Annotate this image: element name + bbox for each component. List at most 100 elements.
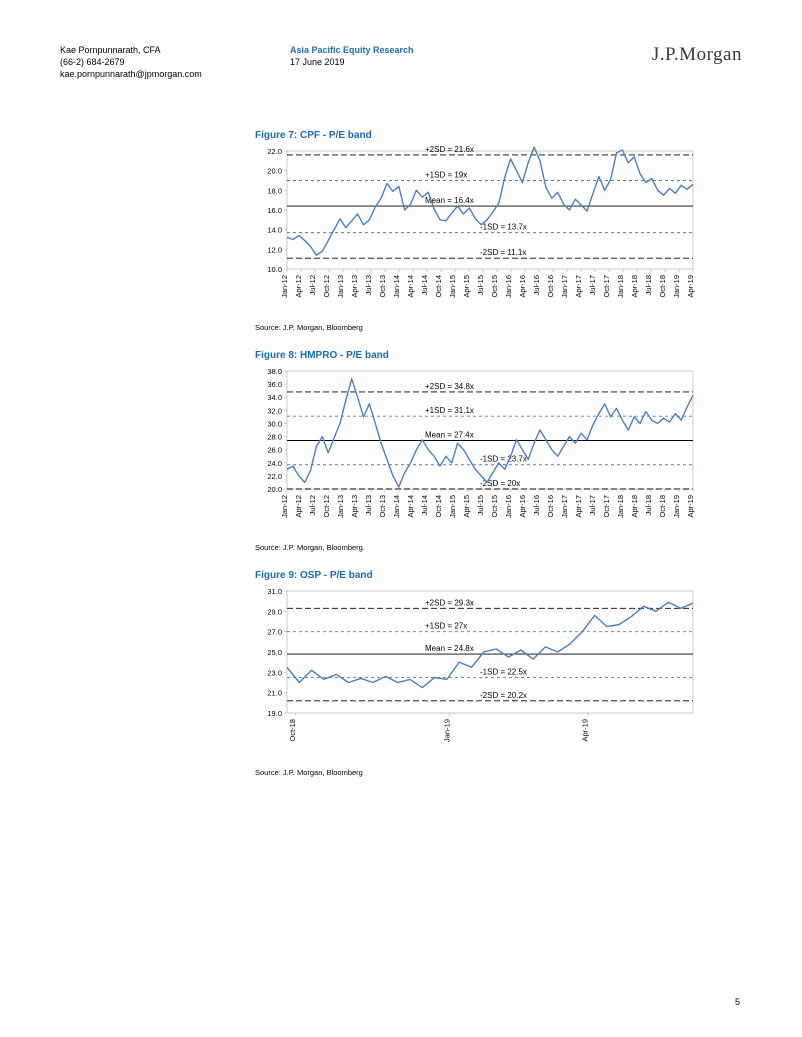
svg-text:Jul-12: Jul-12 <box>308 275 317 295</box>
figure-8: Figure 8: HMPRO - P/E band 20.022.024.02… <box>255 350 700 552</box>
department-block: Asia Pacific Equity Research 17 June 201… <box>290 44 414 68</box>
svg-text:Jan-15: Jan-15 <box>448 275 457 298</box>
svg-text:Jan-15: Jan-15 <box>448 495 457 518</box>
svg-text:26.0: 26.0 <box>267 446 282 455</box>
chart-source: Source: J.P. Morgan, Bloomberg <box>255 768 700 777</box>
svg-text:Apr-12: Apr-12 <box>294 495 303 518</box>
svg-text:16.0: 16.0 <box>267 206 282 215</box>
svg-text:Jan-14: Jan-14 <box>392 495 401 518</box>
svg-text:20.0: 20.0 <box>267 167 282 176</box>
author-block: Kae Pornpunnarath, CFA (66-2) 684-2679 k… <box>60 44 202 80</box>
svg-text:Apr-18: Apr-18 <box>630 275 639 298</box>
svg-text:Apr-13: Apr-13 <box>350 495 359 518</box>
svg-text:Oct-14: Oct-14 <box>434 275 443 298</box>
svg-text:Oct-15: Oct-15 <box>490 275 499 298</box>
svg-text:22.0: 22.0 <box>267 472 282 481</box>
svg-text:+2SD = 21.6x: +2SD = 21.6x <box>425 145 474 154</box>
svg-text:Oct-12: Oct-12 <box>322 275 331 298</box>
svg-text:Jan-18: Jan-18 <box>616 275 625 298</box>
figure-9: Figure 9: OSP - P/E band 19.021.023.025.… <box>255 570 700 777</box>
svg-text:34.0: 34.0 <box>267 394 282 403</box>
svg-text:12.0: 12.0 <box>267 246 282 255</box>
chart-source: Source: J.P. Morgan, Bloomberg. <box>255 543 700 552</box>
svg-text:Oct-14: Oct-14 <box>434 495 443 518</box>
svg-text:14.0: 14.0 <box>267 226 282 235</box>
svg-text:Apr-14: Apr-14 <box>406 495 415 518</box>
svg-text:36.0: 36.0 <box>267 381 282 390</box>
chart-source: Source: J.P. Morgan, Bloomberg <box>255 323 700 332</box>
svg-text:Apr-12: Apr-12 <box>294 275 303 298</box>
svg-text:Jan-18: Jan-18 <box>616 495 625 518</box>
svg-text:Mean = 24.8x: Mean = 24.8x <box>425 644 474 653</box>
svg-text:Jul-16: Jul-16 <box>532 275 541 295</box>
svg-text:Jul-13: Jul-13 <box>364 495 373 515</box>
svg-text:25.0: 25.0 <box>267 648 282 657</box>
svg-text:20.0: 20.0 <box>267 485 282 494</box>
svg-text:Jan-13: Jan-13 <box>336 275 345 298</box>
figure-title: Figure 7: CPF - P/E band <box>255 130 700 141</box>
page-number: 5 <box>735 997 740 1007</box>
svg-text:Apr-15: Apr-15 <box>462 495 471 518</box>
svg-text:-2SD = 20.2x: -2SD = 20.2x <box>480 691 527 700</box>
chart: 10.012.014.016.018.020.022.0+2SD = 21.6x… <box>255 145 700 320</box>
svg-text:Jul-13: Jul-13 <box>364 275 373 295</box>
author-email: kae.pornpunnarath@jpmorgan.com <box>60 68 202 80</box>
svg-text:Oct-13: Oct-13 <box>378 275 387 298</box>
svg-text:Oct-16: Oct-16 <box>546 275 555 298</box>
svg-text:Jul-17: Jul-17 <box>588 495 597 515</box>
svg-text:Jul-18: Jul-18 <box>644 495 653 515</box>
author-phone: (66-2) 684-2679 <box>60 56 202 68</box>
svg-text:38.0: 38.0 <box>267 367 282 376</box>
svg-text:-1SD = 22.5x: -1SD = 22.5x <box>480 668 527 677</box>
svg-text:Jul-15: Jul-15 <box>476 275 485 295</box>
svg-text:+1SD = 27x: +1SD = 27x <box>425 622 467 631</box>
svg-text:Jul-12: Jul-12 <box>308 495 317 515</box>
svg-text:Apr-18: Apr-18 <box>630 495 639 518</box>
svg-text:Jan-19: Jan-19 <box>672 495 681 518</box>
svg-text:28.0: 28.0 <box>267 433 282 442</box>
svg-text:Oct-12: Oct-12 <box>322 495 331 518</box>
content-area: Figure 7: CPF - P/E band 10.012.014.016.… <box>255 130 700 777</box>
svg-text:Jul-14: Jul-14 <box>420 495 429 515</box>
svg-text:Oct-13: Oct-13 <box>378 495 387 518</box>
svg-text:Apr-15: Apr-15 <box>462 275 471 298</box>
svg-text:18.0: 18.0 <box>267 187 282 196</box>
svg-text:Jan-17: Jan-17 <box>560 275 569 298</box>
svg-text:Apr-13: Apr-13 <box>350 275 359 298</box>
svg-text:Apr-19: Apr-19 <box>686 495 695 518</box>
svg-text:22.0: 22.0 <box>267 147 282 156</box>
svg-text:Oct-18: Oct-18 <box>658 275 667 298</box>
svg-text:Oct-18: Oct-18 <box>658 495 667 518</box>
svg-text:Jul-16: Jul-16 <box>532 495 541 515</box>
svg-text:+1SD = 19x: +1SD = 19x <box>425 171 467 180</box>
svg-text:-1SD = 23.7x: -1SD = 23.7x <box>480 455 527 464</box>
svg-text:+2SD = 34.8x: +2SD = 34.8x <box>425 382 474 391</box>
svg-text:Oct-16: Oct-16 <box>546 495 555 518</box>
svg-text:32.0: 32.0 <box>267 407 282 416</box>
svg-text:Mean = 27.4x: Mean = 27.4x <box>425 431 474 440</box>
svg-text:Jan-17: Jan-17 <box>560 495 569 518</box>
svg-text:Apr-19: Apr-19 <box>686 275 695 298</box>
svg-text:Oct-17: Oct-17 <box>602 275 611 298</box>
svg-text:+2SD = 29.3x: +2SD = 29.3x <box>425 599 474 608</box>
svg-text:29.0: 29.0 <box>267 608 282 617</box>
report-date: 17 June 2019 <box>290 56 414 68</box>
svg-text:Apr-17: Apr-17 <box>574 495 583 518</box>
chart: 19.021.023.025.027.029.031.0+2SD = 29.3x… <box>255 585 700 765</box>
svg-text:27.0: 27.0 <box>267 628 282 637</box>
svg-text:19.0: 19.0 <box>267 709 282 718</box>
chart: 20.022.024.026.028.030.032.034.036.038.0… <box>255 365 700 540</box>
svg-text:Apr-16: Apr-16 <box>518 275 527 298</box>
department: Asia Pacific Equity Research <box>290 44 414 56</box>
svg-text:Jul-17: Jul-17 <box>588 275 597 295</box>
svg-text:23.0: 23.0 <box>267 669 282 678</box>
svg-text:Apr-17: Apr-17 <box>574 275 583 298</box>
svg-text:24.0: 24.0 <box>267 459 282 468</box>
svg-text:Oct-18: Oct-18 <box>288 719 297 742</box>
svg-text:Jan-12: Jan-12 <box>280 275 289 298</box>
svg-text:Jul-15: Jul-15 <box>476 495 485 515</box>
company-logo: J.P.Morgan <box>652 44 742 66</box>
svg-text:+1SD = 31.1x: +1SD = 31.1x <box>425 407 474 416</box>
svg-text:Jan-19: Jan-19 <box>442 719 451 742</box>
svg-text:31.0: 31.0 <box>267 587 282 596</box>
